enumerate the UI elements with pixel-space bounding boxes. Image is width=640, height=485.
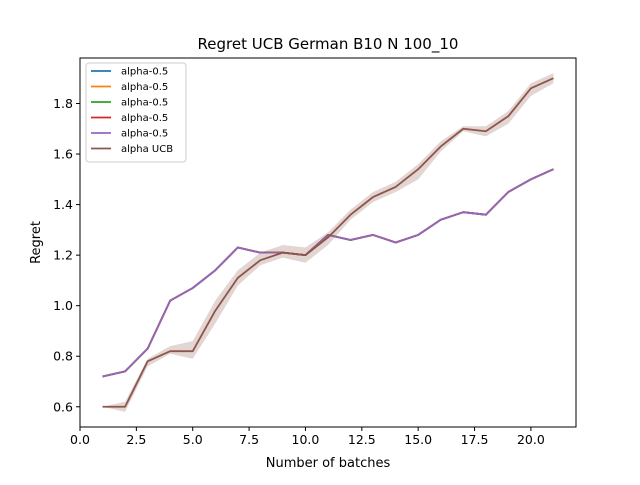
series-line-4	[102, 168, 554, 378]
legend-label-2: alpha-0.5	[121, 98, 168, 109]
x-tick-label: 20.0	[517, 432, 545, 447]
legend: alpha-0.5 alpha-0.5 alpha-0.5 alpha-0.5 alph…	[85, 62, 187, 163]
x-tick-label: 12.5	[348, 432, 376, 447]
x-tick-label: 17.5	[461, 432, 489, 447]
x-tick-label: 5.0	[183, 432, 203, 447]
legend-label-3: alpha-0.5	[121, 113, 168, 124]
series-line-5	[102, 77, 554, 408]
x-tick-label: 7.5	[239, 432, 259, 447]
y-tick-label: 1.2	[53, 248, 73, 263]
x-tick-label: 0.0	[70, 432, 90, 447]
x-tick-label: 10.0	[292, 432, 320, 447]
y-tick-label: 0.8	[53, 349, 73, 364]
x-tick-label: 15.0	[404, 432, 432, 447]
legend-label-4: alpha-0.5	[121, 129, 168, 140]
y-tick-label: 1.4	[53, 197, 73, 212]
y-tick-label: 1.8	[53, 96, 73, 111]
x-axis-label: Number of batches	[266, 456, 391, 471]
chart-title: Regret UCB German B10 N 100_10	[198, 35, 459, 54]
legend-label-1: alpha-0.5	[121, 82, 168, 93]
y-axis-ticks: 0.6 0.8 1.0 1.2 1.4 1.6 1.8	[53, 96, 80, 414]
y-tick-label: 0.6	[53, 399, 73, 414]
x-tick-label: 2.5	[126, 432, 146, 447]
confidence-band-5	[102, 73, 554, 412]
axes-frame	[79, 57, 577, 428]
legend-label-5: alpha UCB	[121, 144, 173, 155]
plot-area	[102, 73, 554, 412]
y-axis-label: Regret	[29, 221, 44, 264]
legend-box	[85, 62, 187, 163]
legend-label-0: alpha-0.5	[121, 67, 168, 78]
y-tick-label: 1.6	[53, 147, 73, 162]
axes: 0.0 2.5 5.0 7.5 10.0 12.5 15.0 17.5 20.0 0.6 0.8 1…	[53, 57, 577, 447]
y-tick-label: 1.0	[53, 298, 73, 313]
x-axis-ticks: 0.0 2.5 5.0 7.5 10.0 12.5 15.0 17.5 20.0	[70, 427, 545, 447]
